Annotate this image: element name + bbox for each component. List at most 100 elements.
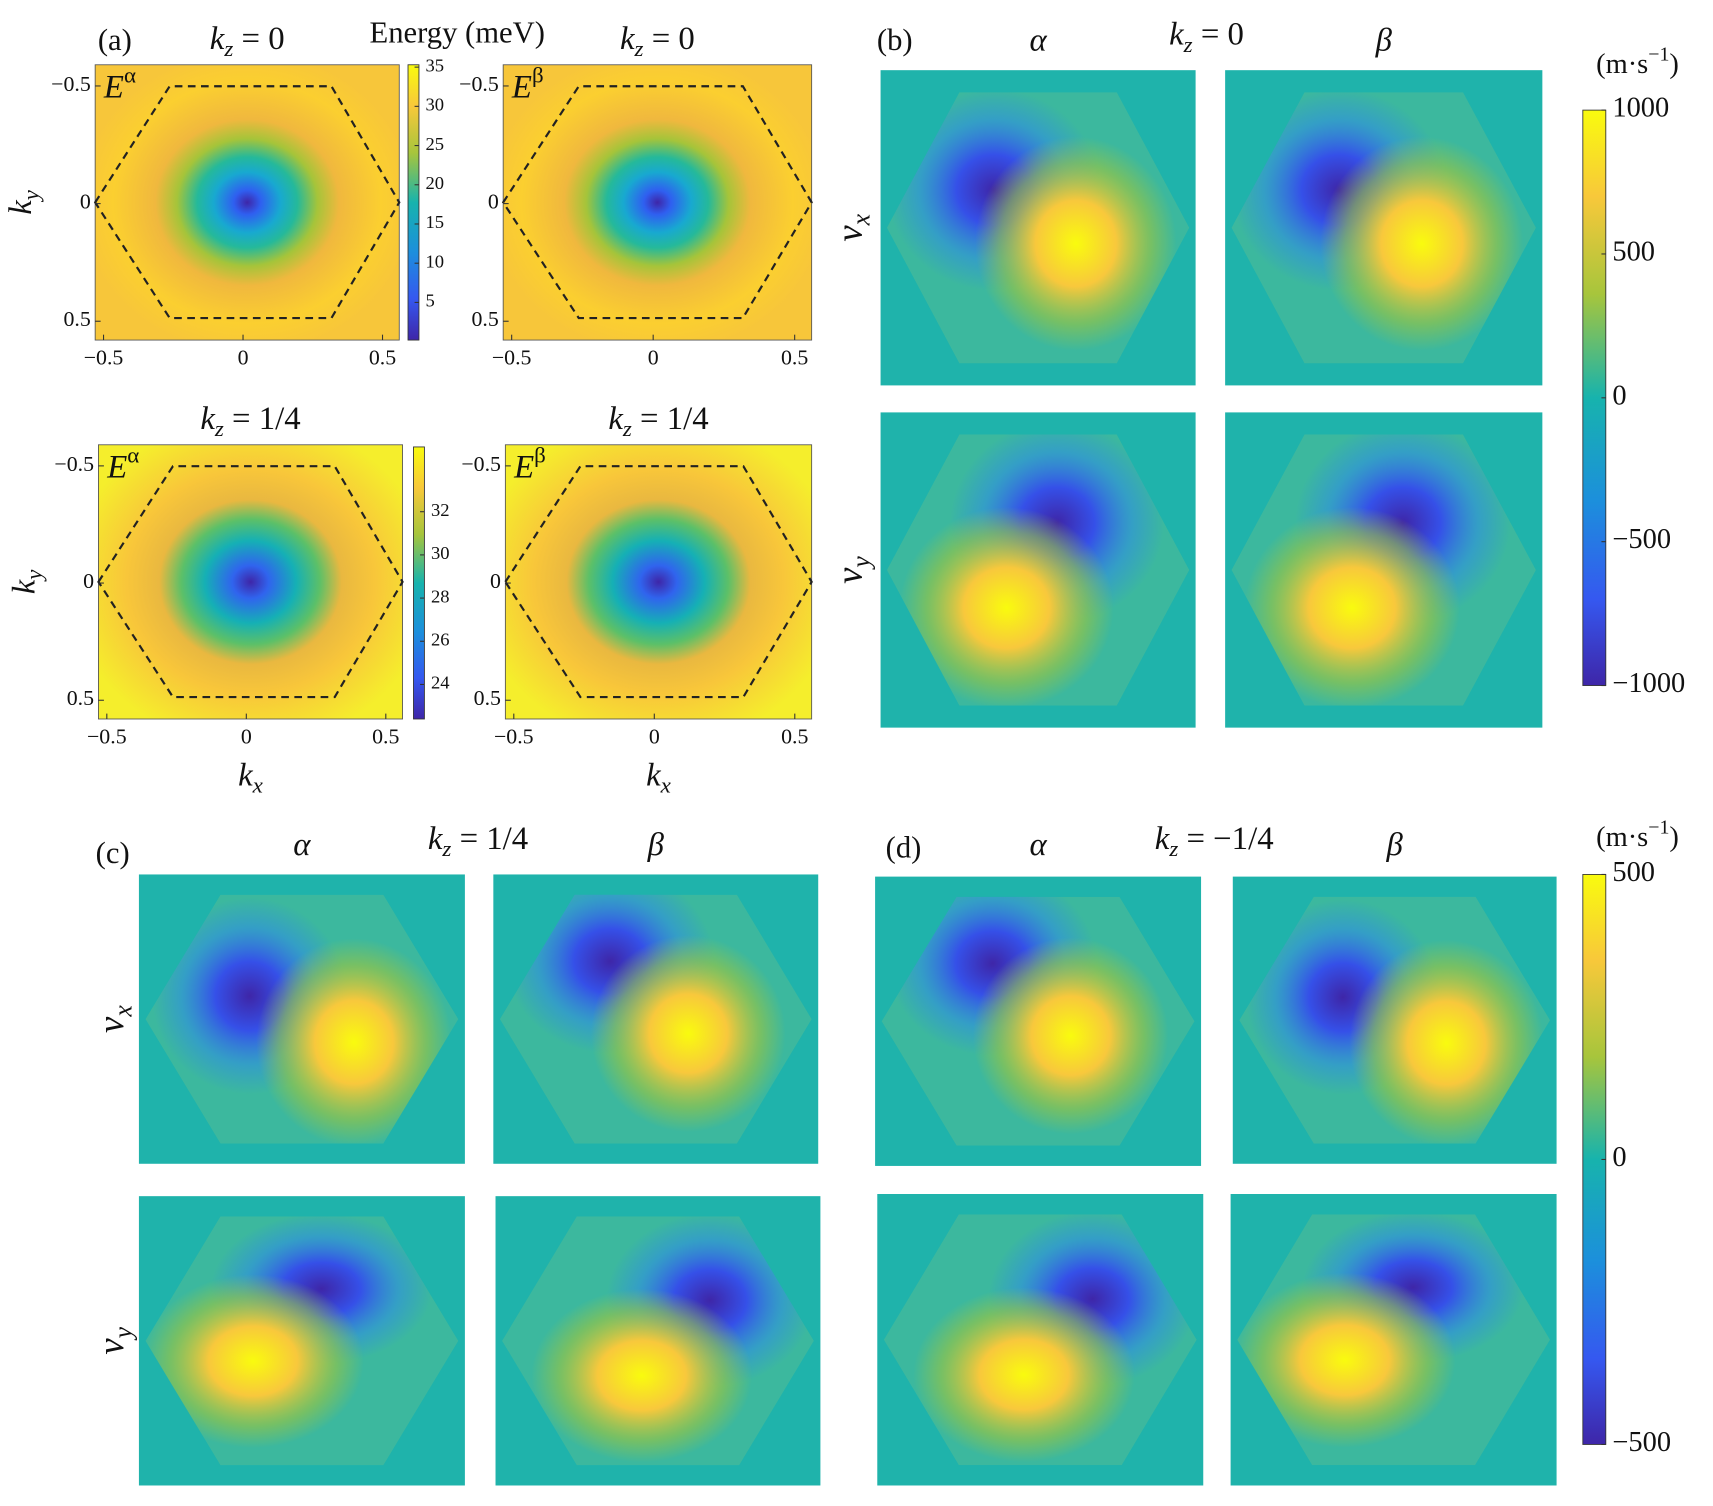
text-part: k <box>3 200 39 215</box>
map-label: Eβ <box>511 63 544 106</box>
column-label: α <box>1029 827 1047 863</box>
velocity-field <box>145 894 459 1144</box>
row-label: vy <box>829 556 876 584</box>
colorbar-tick-label: 30 <box>426 95 445 115</box>
text-part: k <box>1169 17 1184 53</box>
colorbar-tick-label: 5 <box>426 291 435 311</box>
colorbar-tick-label: −500 <box>1612 524 1671 555</box>
brillouin-zone <box>501 85 813 320</box>
colorbar-tick-label: 10 <box>426 252 445 272</box>
map-title: kz = 0 <box>210 22 285 62</box>
velocity-lobe <box>1349 939 1544 1144</box>
velocity-lobe <box>256 938 452 1144</box>
velocity-lobe <box>975 136 1177 351</box>
x-tick-label: 0.5 <box>781 346 808 370</box>
text-part: z <box>622 417 632 442</box>
text-part: z <box>1168 836 1178 861</box>
colorbar-tick-label: 32 <box>431 500 450 520</box>
text-part: z <box>441 836 451 861</box>
y-tick-label: 0.5 <box>474 686 501 710</box>
panel-label: (d) <box>886 831 922 865</box>
y-tick-label: 0.5 <box>471 307 498 331</box>
column-label: α <box>293 827 311 863</box>
y-tick-label: −0.5 <box>459 72 499 96</box>
velocity-field <box>502 1216 814 1466</box>
text-part: −1 <box>1648 43 1669 65</box>
text-part: k <box>210 22 225 58</box>
y-tick-label: 0 <box>80 190 91 214</box>
text-part: ) <box>1669 823 1678 854</box>
colorbar-tick-label: 0 <box>1612 380 1626 411</box>
text-part: (m·s <box>1596 823 1648 854</box>
panel-label: (b) <box>877 23 913 57</box>
text-part: E <box>511 70 532 106</box>
panel-title: kz = −1/4 <box>1155 822 1274 862</box>
text-part: z <box>1183 32 1193 57</box>
y-tick-label: 0 <box>490 569 501 593</box>
column-label: α <box>1029 23 1047 59</box>
text-part: x <box>660 773 671 798</box>
text-part: −1 <box>1648 816 1669 838</box>
y-tick-label: −0.5 <box>461 452 501 476</box>
velocity-lobe <box>1320 136 1524 351</box>
colorbar-tick-label: 28 <box>431 586 450 606</box>
brillouin-zone <box>93 85 401 320</box>
brillouin-zone <box>504 465 813 699</box>
text-part: y <box>22 569 47 582</box>
velocity-lobe <box>531 1288 753 1463</box>
text-part: E <box>513 450 534 486</box>
velocity-field <box>145 1216 459 1466</box>
y-tick-label: 0 <box>488 190 499 214</box>
y-axis-label: ky <box>7 569 47 594</box>
column-label: β <box>647 827 665 863</box>
panel-title: kz = 0 <box>1169 17 1244 57</box>
text-part: k <box>646 758 661 794</box>
text-part: x <box>252 773 263 798</box>
colorbar <box>407 64 420 341</box>
text-part: k <box>200 402 215 438</box>
velocity-lobe <box>1244 506 1460 706</box>
map-title: kz = 0 <box>620 22 695 62</box>
velocity-field <box>883 1214 1197 1466</box>
text-part: v <box>829 567 870 584</box>
energy-map <box>98 444 403 720</box>
x-tick-label: −0.5 <box>494 725 534 749</box>
velocity-lobe <box>1237 1272 1456 1448</box>
text-part: z <box>634 37 644 62</box>
colorbar-tick-label: 20 <box>426 173 445 193</box>
text-part: k <box>608 402 623 438</box>
text-part: x <box>846 213 875 226</box>
text-part: v <box>829 225 870 242</box>
energy-map <box>502 64 813 341</box>
colorbar-tick-label: 26 <box>431 630 450 650</box>
text-part: k <box>7 579 43 594</box>
text-part: z <box>214 417 224 442</box>
map-label: Eβ <box>513 443 546 486</box>
text-part: v <box>90 1016 131 1033</box>
text-part: y <box>108 1326 137 1341</box>
x-tick-label: 0.5 <box>369 346 396 370</box>
velocity-field <box>1239 896 1551 1144</box>
column-label: β <box>1375 23 1393 59</box>
text-part: x <box>108 1005 137 1018</box>
colorbar-tick-label: 1000 <box>1612 93 1669 124</box>
text-part: β <box>532 63 544 88</box>
text-part: z <box>223 37 233 62</box>
colorbar-tick-label: 24 <box>431 673 450 693</box>
row-label: vy <box>90 1326 137 1354</box>
text-part: β <box>534 443 546 468</box>
colorbar-title: Energy (meV) <box>370 16 545 50</box>
colorbar-tick-label: 30 <box>431 543 450 563</box>
colorbar-tick-label: 500 <box>1612 857 1655 888</box>
x-tick-label: 0 <box>241 725 252 749</box>
y-tick-label: −0.5 <box>54 452 94 476</box>
text-part: E <box>106 450 127 486</box>
colorbar-tick-label: 500 <box>1612 237 1655 268</box>
velocity-lobe <box>145 1274 364 1448</box>
velocity-lobe <box>913 1287 1135 1463</box>
colorbar-tick-label: 0 <box>1612 1142 1626 1173</box>
velocity-lobe <box>590 935 786 1132</box>
row-label: vx <box>829 213 876 241</box>
